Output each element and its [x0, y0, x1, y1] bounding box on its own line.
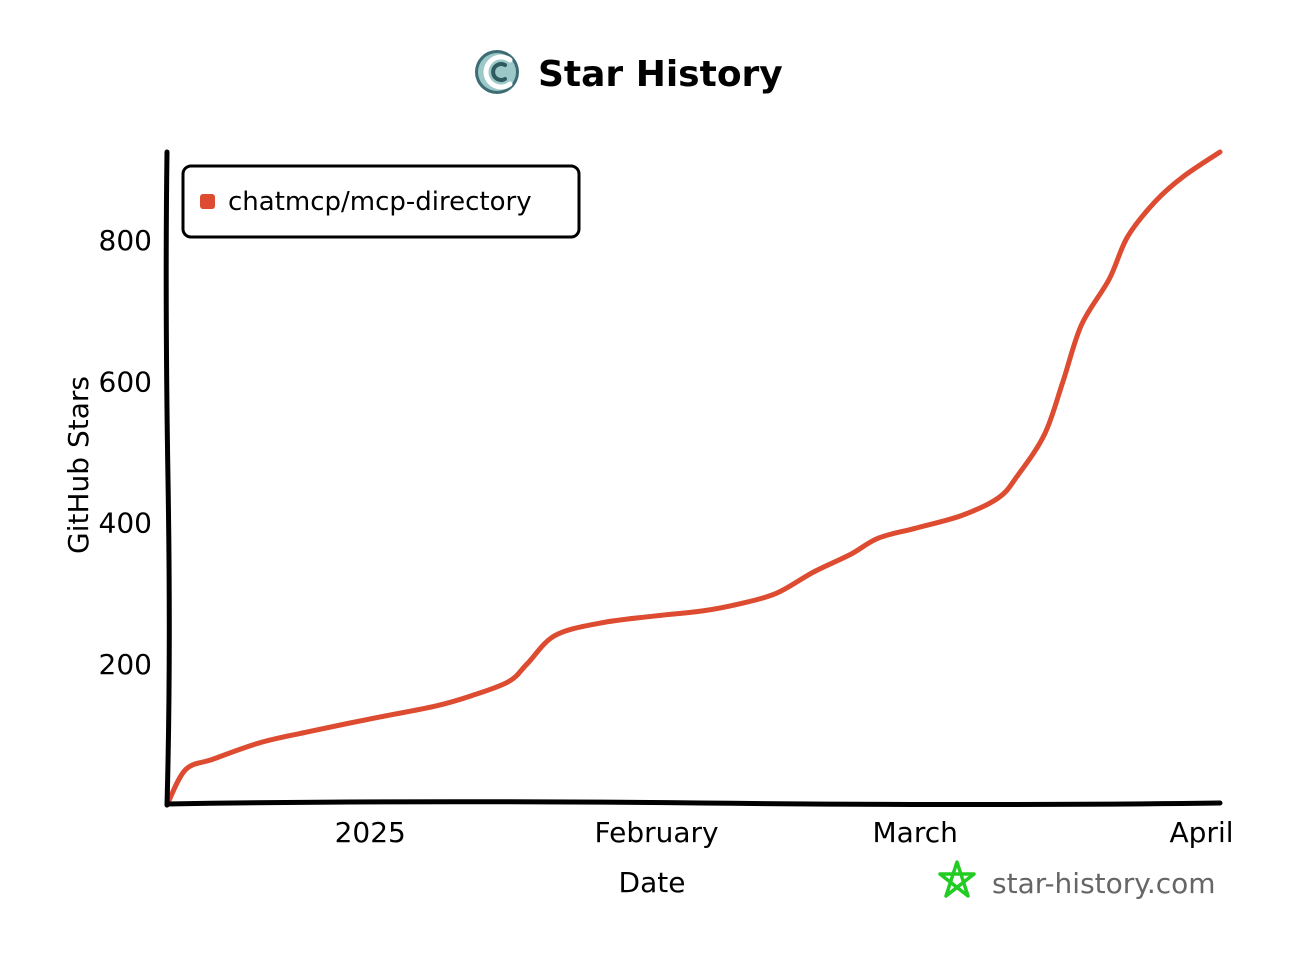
- x-axis-line: [164, 799, 1223, 807]
- x-tick-label: March: [873, 816, 958, 849]
- star-outline-icon: [938, 860, 976, 898]
- watermark[interactable]: star-history.com: [938, 860, 1216, 900]
- y-tick-label: 600: [99, 365, 152, 398]
- y-tick-label: 200: [99, 648, 152, 681]
- legend: chatmcp/mcp-directory: [181, 164, 581, 239]
- legend-swatch: [200, 194, 215, 209]
- x-axis-label: Date: [619, 866, 686, 899]
- y-axis-label: GitHub Stars: [62, 376, 95, 554]
- chart-header: Star History: [475, 50, 783, 95]
- y-tick-label: 800: [99, 224, 152, 257]
- y-axis-line: [163, 149, 172, 808]
- y-axis-ticks: 200 400 600 800: [99, 224, 152, 681]
- series-line-chatmcp-mcp-directory: [164, 149, 1223, 808]
- x-axis-ticks: 2025 February March April: [335, 816, 1234, 849]
- star-history-logo-icon[interactable]: [475, 50, 519, 94]
- x-tick-label: April: [1170, 816, 1234, 849]
- plot-area: 200 400 600 800 2025 February March April: [99, 149, 1234, 849]
- y-tick-label: 400: [99, 507, 152, 540]
- legend-box: [181, 164, 581, 239]
- x-tick-label: February: [595, 816, 719, 849]
- legend-entry-label: chatmcp/mcp-directory: [228, 187, 532, 217]
- chart-title: Star History: [538, 54, 783, 95]
- x-tick-label: 2025: [335, 816, 406, 849]
- watermark-text: star-history.com: [992, 867, 1216, 900]
